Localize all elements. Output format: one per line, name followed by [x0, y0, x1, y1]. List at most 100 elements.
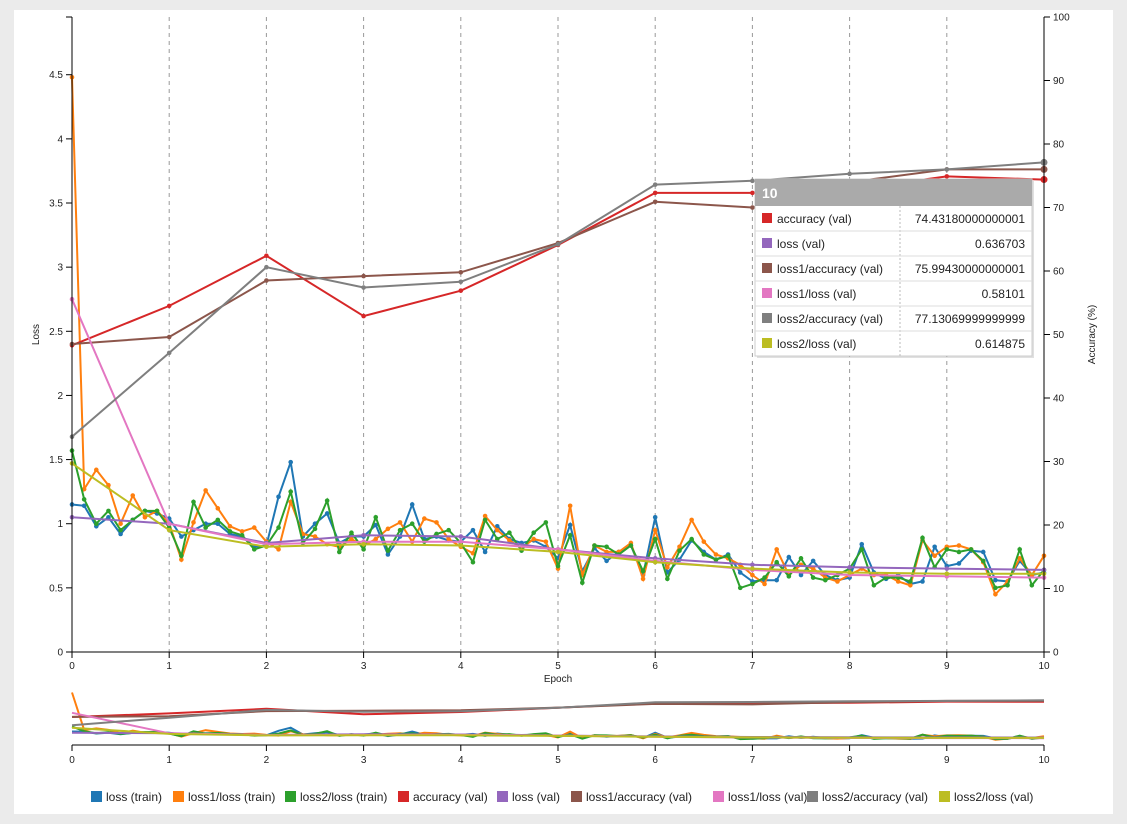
y-right-tick-label: 20 [1053, 521, 1065, 532]
data-point [81, 497, 87, 502]
data-point [397, 520, 403, 525]
data-point [750, 572, 755, 578]
data-point [458, 279, 464, 285]
legend-swatch [173, 791, 184, 802]
data-point [956, 543, 962, 548]
legend-swatch [398, 791, 409, 802]
legend-item-loss2-loss-val: loss2/loss (val) [939, 790, 1033, 804]
tooltip-series-name: loss1/accuracy (val) [777, 262, 883, 276]
data-point [786, 574, 792, 579]
data-point [191, 499, 196, 505]
y-right-tick-label: 10 [1053, 584, 1065, 595]
y-left-tick-label: 1 [57, 519, 63, 530]
data-point [324, 498, 330, 503]
tooltip-swatch [762, 313, 772, 323]
data-point [592, 543, 597, 548]
data-point [859, 547, 865, 552]
data-point [203, 488, 208, 493]
y-left-tick-label: 2.5 [49, 327, 63, 338]
data-point [276, 525, 281, 530]
data-point [980, 558, 986, 564]
y-right-tick-label: 90 [1053, 76, 1065, 87]
data-point [179, 553, 184, 559]
data-point [762, 581, 767, 587]
data-point [434, 531, 439, 537]
data-point [215, 517, 221, 523]
data-point [118, 527, 123, 533]
training-chart[interactable]: 0 1 2 3 4 5 6 7 8 9 1000.511.522.533.544.501020304… [14, 10, 1113, 814]
overview-x-tick-label: 0 [69, 755, 75, 766]
overview-x-tick-label: 1 [166, 755, 172, 766]
data-point [227, 529, 233, 534]
overview-x-tick-label: 10 [1038, 755, 1050, 766]
series-loss2-loss-val [69, 461, 1047, 577]
data-point [288, 489, 294, 494]
data-point [567, 503, 573, 509]
data-point [215, 506, 221, 511]
overview-x-tick-label: 7 [750, 755, 756, 766]
data-point [798, 572, 804, 578]
data-point [750, 566, 755, 571]
overview-x-tick-label: 4 [458, 755, 464, 766]
y-left-tick-label: 2 [57, 391, 63, 402]
data-point [1029, 582, 1035, 588]
tooltip-series-value: 0.614875 [975, 337, 1025, 351]
data-point [944, 571, 950, 577]
legend-swatch [91, 791, 102, 802]
data-point [786, 554, 792, 560]
overview-brush[interactable]: 0 1 2 3 4 5 6 7 8 9 10 [69, 692, 1050, 767]
data-point [652, 190, 658, 196]
data-point [191, 520, 196, 525]
data-point [397, 527, 403, 533]
data-point [142, 515, 148, 520]
y-left-tick-label: 1.5 [49, 455, 63, 466]
tooltip-series-name: loss2/accuracy (val) [777, 312, 883, 326]
data-point [847, 570, 852, 575]
data-point [652, 199, 658, 205]
data-point [276, 547, 281, 552]
data-point [665, 576, 670, 582]
hover-tooltip: 10 accuracy (val) 74.43180000000001 loss (v… [754, 178, 1034, 358]
data-point [871, 582, 877, 588]
data-point [895, 579, 901, 584]
legend-label: loss2/loss (train) [300, 790, 387, 804]
x-tick-label: 8 [847, 661, 853, 672]
y-right-tick-label: 60 [1053, 267, 1065, 278]
data-point [956, 561, 962, 566]
legend-swatch [571, 791, 582, 802]
data-point [458, 534, 464, 539]
x-tick-label: 7 [750, 661, 756, 672]
data-point [106, 482, 111, 488]
data-point [118, 531, 123, 537]
legend-item-loss2-loss-train: loss2/loss (train) [285, 790, 387, 804]
data-point [932, 553, 937, 559]
y-right-tick-label: 50 [1053, 330, 1065, 341]
data-point [750, 178, 755, 184]
data-point [385, 548, 391, 553]
data-point [968, 547, 974, 552]
data-point [750, 190, 755, 196]
data-point [446, 536, 451, 542]
legend: loss (train) loss1/loss (train) loss2/loss… [91, 790, 1033, 804]
data-point [980, 549, 986, 555]
legend-item-loss-val: loss (val) [497, 790, 560, 804]
series-loss2-accuracy-val [69, 158, 1048, 440]
data-point [94, 467, 99, 473]
data-point [993, 577, 998, 583]
data-point [908, 582, 913, 588]
data-point [385, 526, 391, 532]
tooltip-series-value: 77.13069999999999 [915, 312, 1025, 326]
x-tick-label: 10 [1038, 661, 1050, 672]
main-series-layer [69, 74, 1048, 597]
legend-label: loss1/loss (val) [728, 790, 807, 804]
legend-label: accuracy (val) [413, 790, 488, 804]
chart-panel: 0 1 2 3 4 5 6 7 8 9 10 0 0.5 1 1.5 2 2.5 3 3.5 4 4.5 0 10 20 30 4… [14, 10, 1113, 814]
x-tick-label: 1 [166, 661, 172, 672]
data-point [409, 521, 415, 527]
data-point [543, 539, 549, 544]
data-point [737, 570, 743, 575]
data-point [470, 550, 476, 556]
data-point [251, 547, 257, 552]
data-point [507, 538, 512, 543]
data-point [458, 269, 464, 275]
